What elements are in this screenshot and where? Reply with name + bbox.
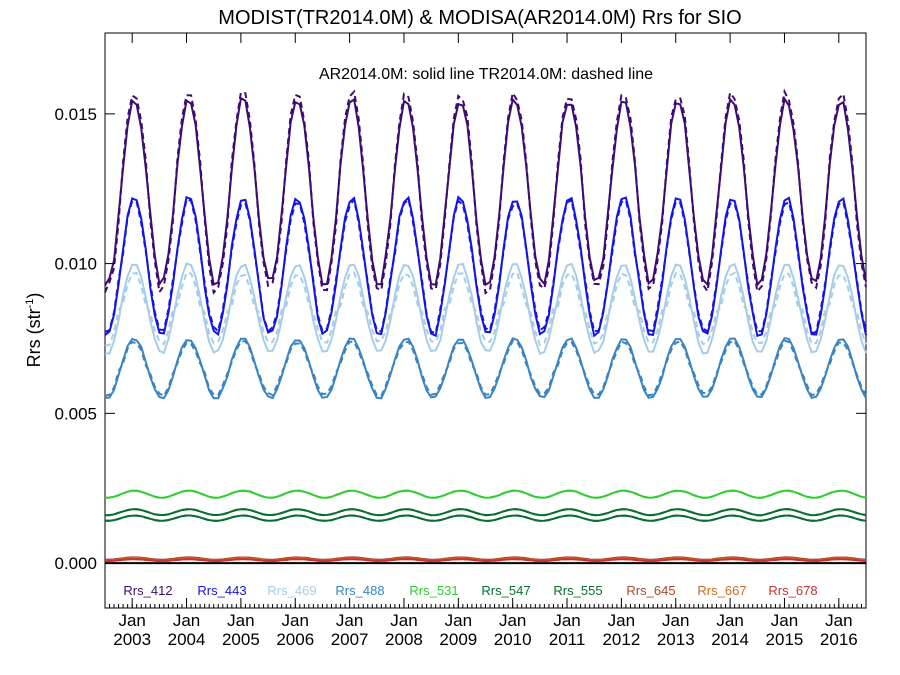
x-tick-label-year: 2008 <box>385 630 423 649</box>
x-tick-label-year: 2015 <box>766 630 804 649</box>
y-tick-label: 0.005 <box>54 404 97 423</box>
series-line-solid <box>104 558 867 563</box>
x-tick-label-month: Jan <box>390 611 417 630</box>
x-tick-label-month: Jan <box>173 611 200 630</box>
x-tick-label-year: 2012 <box>602 630 640 649</box>
series-line-solid <box>105 514 867 522</box>
legend-item: Rrs_555 <box>553 583 602 598</box>
y-axis-label-close: ) <box>24 293 44 299</box>
legend-item: Rrs_645 <box>626 583 675 598</box>
y-axis-label-superscript: -1 <box>24 299 36 309</box>
x-tick-label-year: 2004 <box>168 630 206 649</box>
x-tick-label-year: 2013 <box>657 630 695 649</box>
x-tick-label-year: 2007 <box>331 630 369 649</box>
series-line-solid <box>104 508 867 517</box>
x-tick-label-year: 2005 <box>222 630 260 649</box>
series-line-solid <box>104 489 867 499</box>
y-tick-label: 0.010 <box>54 255 97 274</box>
legend-item: Rrs_443 <box>197 583 246 598</box>
x-tick-label-year: 2016 <box>820 630 858 649</box>
series-line-solid <box>104 262 867 356</box>
legend-item: Rrs_488 <box>335 583 384 598</box>
x-tick-label-year: 2006 <box>276 630 314 649</box>
y-tick-label: 0.015 <box>54 105 97 124</box>
legend-item: Rrs_412 <box>123 583 172 598</box>
line-style-note: AR2014.0M: solid line TR2014.0M: dashed … <box>319 66 653 83</box>
y-axis: 0.000 0.005 0.010 0.015 <box>54 105 866 573</box>
x-tick-label-month: Jan <box>771 611 798 630</box>
x-tick-label-month: Jan <box>662 611 689 630</box>
x-tick-label-month: Jan <box>553 611 580 630</box>
y-tick-label: 0.000 <box>54 554 97 573</box>
x-tick-label-year: 2009 <box>439 630 477 649</box>
legend-item: Rrs_469 <box>267 583 316 598</box>
series-line-solid <box>104 96 867 287</box>
x-tick-label-month: Jan <box>499 611 526 630</box>
x-tick-label-year: 2003 <box>113 630 151 649</box>
y-axis-label: Rrs (str-1) <box>24 293 44 368</box>
series-line-dashed <box>104 88 867 296</box>
x-tick-label-month: Jan <box>227 611 254 630</box>
legend-item: Rrs_531 <box>409 583 458 598</box>
x-tick-label-month: Jan <box>825 611 852 630</box>
x-tick-label-month: Jan <box>118 611 145 630</box>
y-axis-label-text: Rrs (str <box>24 308 44 367</box>
legend-item: Rrs_678 <box>768 583 817 598</box>
legend: Rrs_412 Rrs_443 Rrs_469 Rrs_488 Rrs_531 Rrs_5… <box>123 583 817 598</box>
series-line-solid <box>104 337 867 400</box>
legend-item: Rrs_667 <box>697 583 746 598</box>
x-tick-label-month: Jan <box>336 611 363 630</box>
x-tick-label-year: 2010 <box>494 630 532 649</box>
legend-item: Rrs_547 <box>481 583 530 598</box>
x-tick-label-year: 2014 <box>711 630 749 649</box>
x-tick-label-year: 2011 <box>549 630 586 649</box>
x-tick-label-month: Jan <box>445 611 472 630</box>
x-tick-label-month: Jan <box>716 611 743 630</box>
series-layer <box>104 88 867 563</box>
series-line-solid <box>104 195 867 338</box>
x-axis: Jan2003Jan2004Jan2005Jan2006Jan2007Jan20… <box>104 33 867 649</box>
x-tick-label-month: Jan <box>282 611 309 630</box>
x-tick-label-month: Jan <box>608 611 635 630</box>
chart-title: MODIST(TR2014.0M) & MODISA(AR2014.0M) Rr… <box>218 7 741 29</box>
